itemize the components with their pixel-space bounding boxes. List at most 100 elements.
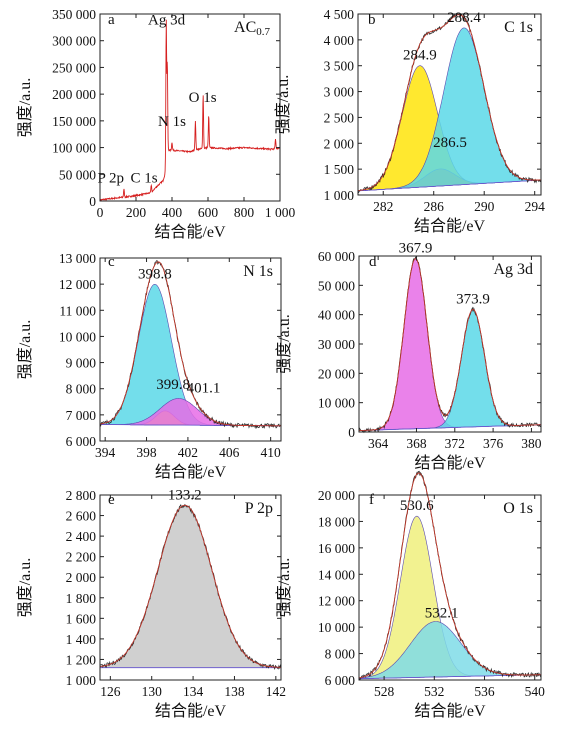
panel-title-main: AC xyxy=(234,19,256,36)
y-tick-label: 4 000 xyxy=(324,33,355,48)
y-tick-label: 10 000 xyxy=(59,329,96,344)
peak-label: 367.9 xyxy=(399,241,433,257)
y-tick-label: 0 xyxy=(89,194,96,209)
y-tick-label: 9 000 xyxy=(66,356,97,371)
y-tick-label: 10 000 xyxy=(318,620,355,635)
x-tick-label: 372 xyxy=(445,436,465,451)
x-tick-label: 294 xyxy=(525,199,546,214)
y-tick-label: 2 000 xyxy=(324,136,355,151)
plot-frame xyxy=(99,494,282,681)
x-tick-label: 402 xyxy=(178,445,198,460)
x-tick-label: 138 xyxy=(224,684,245,699)
panel-b: 282 286 290 294 1 000 1 500 2 000 2 500 3 000 3 5… xyxy=(274,7,545,235)
panel-title: C 1s xyxy=(504,19,533,36)
fit-envelope xyxy=(359,258,541,431)
panel-f: 528 532 536 540 6 000 8 000 10 000 12 000 14 000… xyxy=(275,470,546,720)
fit-component xyxy=(359,309,541,431)
y-tick-label: 0 xyxy=(348,425,355,440)
x-tick-label: 282 xyxy=(373,199,393,214)
x-tick-label: 134 xyxy=(183,684,204,699)
x-tick-label: 600 xyxy=(198,205,219,220)
fit-envelope xyxy=(99,504,281,668)
y-tick-label: 2 800 xyxy=(66,488,97,503)
y-axis-title: 强度/a.u. xyxy=(274,75,292,135)
y-tick-label: 6 000 xyxy=(325,673,356,688)
y-tick-label: 1 000 xyxy=(66,673,97,688)
y-tick-label: 1 000 xyxy=(324,188,355,203)
x-tick-label: 410 xyxy=(261,445,282,460)
x-axis-title: 结合能/eV xyxy=(414,454,486,472)
plot-frame xyxy=(99,257,282,442)
y-tick-label: 7 000 xyxy=(66,408,97,423)
y-tick-label: 8 000 xyxy=(325,647,356,662)
x-tick-label: 540 xyxy=(525,684,546,699)
peak-label: 286.5 xyxy=(433,135,467,151)
y-tick-label: 3 000 xyxy=(324,85,355,100)
peak-label: 399.8 xyxy=(156,377,190,393)
y-tick-label: 2 400 xyxy=(66,529,97,544)
panel-letter: e xyxy=(108,492,115,508)
y-tick-label: 18 000 xyxy=(318,514,355,529)
peak-label: 401.1 xyxy=(187,380,221,396)
y-tick-label: 2 600 xyxy=(66,509,97,524)
x-tick-label: 528 xyxy=(374,684,395,699)
survey-spectrum xyxy=(99,19,280,202)
y-tick-label: 3 500 xyxy=(324,59,355,74)
y-tick-label: 1 500 xyxy=(324,162,355,177)
x-axis-title: 结合能/eV xyxy=(414,702,486,720)
panel-title: AC0.7 xyxy=(234,19,270,38)
y-tick-label: 150 000 xyxy=(52,114,96,129)
y-tick-label: 14 000 xyxy=(318,567,355,582)
peak-label: 530.6 xyxy=(400,498,434,514)
peak-annotation: C 1s xyxy=(131,170,158,186)
panel-letter: b xyxy=(368,12,376,28)
x-tick-label: 126 xyxy=(100,684,121,699)
y-tick-label: 100 000 xyxy=(52,141,96,156)
x-axis-title: 结合能/eV xyxy=(155,702,227,720)
plot-frame xyxy=(99,13,281,202)
y-axis-title: 强度/a.u. xyxy=(16,320,34,380)
x-tick-label: 364 xyxy=(368,436,389,451)
y-tick-label: 250 000 xyxy=(52,60,96,75)
panel-c: 394 398 402 406 410 6 000 7 000 8 000 9 000 10 00… xyxy=(16,251,282,481)
fit-component xyxy=(99,505,282,668)
x-tick-label: 536 xyxy=(474,684,495,699)
panel-letter: a xyxy=(108,12,115,28)
y-tick-label: 1 200 xyxy=(66,652,97,667)
x-tick-label: 1 000 xyxy=(265,205,296,220)
peak-label: 133.2 xyxy=(168,487,202,503)
y-tick-label: 6 000 xyxy=(66,434,97,449)
background-line xyxy=(357,179,542,192)
y-tick-label: 50 000 xyxy=(318,278,355,293)
y-tick-label: 12 000 xyxy=(318,594,355,609)
panel-e: 126 130 134 138 142 1 000 1 200 1 400 1 600 1 800… xyxy=(16,487,286,720)
x-tick-label: 394 xyxy=(95,445,116,460)
y-tick-label: 11 000 xyxy=(59,303,96,318)
peak-annotation: N 1s xyxy=(158,114,186,130)
raw-spectrum xyxy=(358,256,542,434)
panel-title: P 2p xyxy=(245,500,273,517)
panel-title: O 1s xyxy=(503,500,533,517)
peak-annotation: P 2p xyxy=(98,170,125,186)
x-tick-label: 406 xyxy=(219,445,240,460)
peak-label: 373.9 xyxy=(456,292,490,308)
x-tick-label: 376 xyxy=(483,436,504,451)
x-tick-label: 200 xyxy=(126,205,147,220)
y-tick-label: 2 500 xyxy=(324,110,355,125)
y-tick-label: 12 000 xyxy=(59,277,96,292)
x-axis-title: 结合能/eV xyxy=(414,217,486,235)
y-axis-title: 强度/a.u. xyxy=(275,314,293,374)
y-tick-label: 50 000 xyxy=(59,167,96,182)
peak-label: 398.8 xyxy=(138,266,172,282)
y-axis-title: 强度/a.u. xyxy=(16,78,34,138)
fit-envelope xyxy=(357,14,541,192)
background-line xyxy=(358,674,542,680)
y-tick-label: 1 800 xyxy=(66,591,97,606)
peak-annotation: O 1s xyxy=(189,90,217,106)
y-tick-label: 30 000 xyxy=(318,337,355,352)
plot-frame xyxy=(357,13,542,196)
y-tick-label: 1 400 xyxy=(66,632,97,647)
x-tick-label: 400 xyxy=(162,205,183,220)
panel-title: N 1s xyxy=(243,263,273,280)
